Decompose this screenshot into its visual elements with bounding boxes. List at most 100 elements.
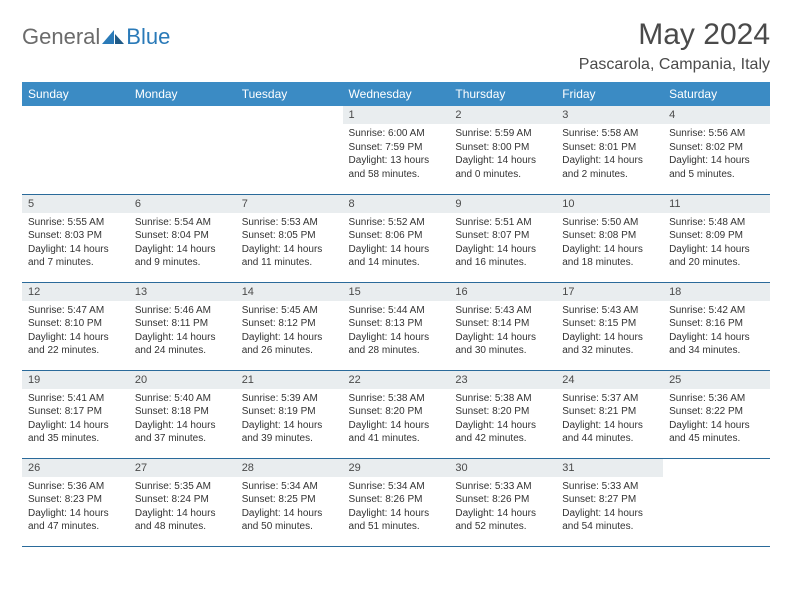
day-number: 5 bbox=[22, 195, 129, 213]
weekday-header: Thursday bbox=[449, 82, 556, 106]
calendar-day-cell: 29Sunrise: 5:34 AMSunset: 8:26 PMDayligh… bbox=[343, 458, 450, 546]
calendar-day-cell bbox=[663, 458, 770, 546]
calendar-day-cell: 7Sunrise: 5:53 AMSunset: 8:05 PMDaylight… bbox=[236, 194, 343, 282]
day-details: Sunrise: 5:40 AMSunset: 8:18 PMDaylight:… bbox=[129, 389, 236, 450]
day-details: Sunrise: 5:34 AMSunset: 8:25 PMDaylight:… bbox=[236, 477, 343, 538]
calendar-week-row: 1Sunrise: 6:00 AMSunset: 7:59 PMDaylight… bbox=[22, 106, 770, 194]
logo: General Blue bbox=[22, 18, 170, 50]
day-details: Sunrise: 5:48 AMSunset: 8:09 PMDaylight:… bbox=[663, 213, 770, 274]
weekday-header-row: SundayMondayTuesdayWednesdayThursdayFrid… bbox=[22, 82, 770, 106]
calendar-day-cell: 4Sunrise: 5:56 AMSunset: 8:02 PMDaylight… bbox=[663, 106, 770, 194]
calendar-week-row: 5Sunrise: 5:55 AMSunset: 8:03 PMDaylight… bbox=[22, 194, 770, 282]
calendar-day-cell: 3Sunrise: 5:58 AMSunset: 8:01 PMDaylight… bbox=[556, 106, 663, 194]
calendar-day-cell: 23Sunrise: 5:38 AMSunset: 8:20 PMDayligh… bbox=[449, 370, 556, 458]
calendar-day-cell: 11Sunrise: 5:48 AMSunset: 8:09 PMDayligh… bbox=[663, 194, 770, 282]
day-details: Sunrise: 5:43 AMSunset: 8:15 PMDaylight:… bbox=[556, 301, 663, 362]
day-number: 30 bbox=[449, 459, 556, 477]
day-details: Sunrise: 5:59 AMSunset: 8:00 PMDaylight:… bbox=[449, 124, 556, 185]
calendar-week-row: 19Sunrise: 5:41 AMSunset: 8:17 PMDayligh… bbox=[22, 370, 770, 458]
day-details: Sunrise: 6:00 AMSunset: 7:59 PMDaylight:… bbox=[343, 124, 450, 185]
day-number: 2 bbox=[449, 106, 556, 124]
day-details: Sunrise: 5:41 AMSunset: 8:17 PMDaylight:… bbox=[22, 389, 129, 450]
calendar-day-cell: 27Sunrise: 5:35 AMSunset: 8:24 PMDayligh… bbox=[129, 458, 236, 546]
day-details: Sunrise: 5:39 AMSunset: 8:19 PMDaylight:… bbox=[236, 389, 343, 450]
calendar-day-cell: 20Sunrise: 5:40 AMSunset: 8:18 PMDayligh… bbox=[129, 370, 236, 458]
calendar-day-cell: 28Sunrise: 5:34 AMSunset: 8:25 PMDayligh… bbox=[236, 458, 343, 546]
day-details: Sunrise: 5:45 AMSunset: 8:12 PMDaylight:… bbox=[236, 301, 343, 362]
day-details: Sunrise: 5:52 AMSunset: 8:06 PMDaylight:… bbox=[343, 213, 450, 274]
logo-triangle-icon bbox=[102, 28, 124, 46]
logo-text-blue: Blue bbox=[126, 24, 170, 50]
day-details: Sunrise: 5:54 AMSunset: 8:04 PMDaylight:… bbox=[129, 213, 236, 274]
calendar-day-cell: 30Sunrise: 5:33 AMSunset: 8:26 PMDayligh… bbox=[449, 458, 556, 546]
calendar-table: SundayMondayTuesdayWednesdayThursdayFrid… bbox=[22, 82, 770, 547]
day-number: 4 bbox=[663, 106, 770, 124]
logo-text-general: General bbox=[22, 24, 100, 50]
day-details: Sunrise: 5:34 AMSunset: 8:26 PMDaylight:… bbox=[343, 477, 450, 538]
calendar-day-cell: 2Sunrise: 5:59 AMSunset: 8:00 PMDaylight… bbox=[449, 106, 556, 194]
day-number: 31 bbox=[556, 459, 663, 477]
day-number: 11 bbox=[663, 195, 770, 213]
weekday-header: Sunday bbox=[22, 82, 129, 106]
weekday-header: Tuesday bbox=[236, 82, 343, 106]
calendar-day-cell: 25Sunrise: 5:36 AMSunset: 8:22 PMDayligh… bbox=[663, 370, 770, 458]
calendar-day-cell: 26Sunrise: 5:36 AMSunset: 8:23 PMDayligh… bbox=[22, 458, 129, 546]
day-number: 3 bbox=[556, 106, 663, 124]
day-details: Sunrise: 5:36 AMSunset: 8:22 PMDaylight:… bbox=[663, 389, 770, 450]
day-details: Sunrise: 5:53 AMSunset: 8:05 PMDaylight:… bbox=[236, 213, 343, 274]
calendar-day-cell: 15Sunrise: 5:44 AMSunset: 8:13 PMDayligh… bbox=[343, 282, 450, 370]
calendar-day-cell: 24Sunrise: 5:37 AMSunset: 8:21 PMDayligh… bbox=[556, 370, 663, 458]
day-number: 6 bbox=[129, 195, 236, 213]
day-details: Sunrise: 5:51 AMSunset: 8:07 PMDaylight:… bbox=[449, 213, 556, 274]
day-details: Sunrise: 5:46 AMSunset: 8:11 PMDaylight:… bbox=[129, 301, 236, 362]
day-details: Sunrise: 5:36 AMSunset: 8:23 PMDaylight:… bbox=[22, 477, 129, 538]
day-number: 13 bbox=[129, 283, 236, 301]
day-number: 24 bbox=[556, 371, 663, 389]
day-details: Sunrise: 5:37 AMSunset: 8:21 PMDaylight:… bbox=[556, 389, 663, 450]
weekday-header: Monday bbox=[129, 82, 236, 106]
calendar-day-cell: 1Sunrise: 6:00 AMSunset: 7:59 PMDaylight… bbox=[343, 106, 450, 194]
weekday-header: Wednesday bbox=[343, 82, 450, 106]
day-number: 22 bbox=[343, 371, 450, 389]
calendar-week-row: 12Sunrise: 5:47 AMSunset: 8:10 PMDayligh… bbox=[22, 282, 770, 370]
calendar-day-cell: 8Sunrise: 5:52 AMSunset: 8:06 PMDaylight… bbox=[343, 194, 450, 282]
day-number: 15 bbox=[343, 283, 450, 301]
day-number: 19 bbox=[22, 371, 129, 389]
page-title: May 2024 bbox=[579, 18, 770, 52]
calendar-day-cell: 21Sunrise: 5:39 AMSunset: 8:19 PMDayligh… bbox=[236, 370, 343, 458]
day-number: 1 bbox=[343, 106, 450, 124]
day-number: 27 bbox=[129, 459, 236, 477]
day-number: 12 bbox=[22, 283, 129, 301]
calendar-day-cell: 19Sunrise: 5:41 AMSunset: 8:17 PMDayligh… bbox=[22, 370, 129, 458]
calendar-day-cell: 16Sunrise: 5:43 AMSunset: 8:14 PMDayligh… bbox=[449, 282, 556, 370]
day-details: Sunrise: 5:43 AMSunset: 8:14 PMDaylight:… bbox=[449, 301, 556, 362]
header: General Blue May 2024 Pascarola, Campani… bbox=[22, 18, 770, 74]
day-details: Sunrise: 5:47 AMSunset: 8:10 PMDaylight:… bbox=[22, 301, 129, 362]
calendar-day-cell: 6Sunrise: 5:54 AMSunset: 8:04 PMDaylight… bbox=[129, 194, 236, 282]
calendar-day-cell: 13Sunrise: 5:46 AMSunset: 8:11 PMDayligh… bbox=[129, 282, 236, 370]
day-number: 21 bbox=[236, 371, 343, 389]
location-label: Pascarola, Campania, Italy bbox=[579, 56, 770, 74]
day-number: 7 bbox=[236, 195, 343, 213]
day-number: 14 bbox=[236, 283, 343, 301]
day-details: Sunrise: 5:44 AMSunset: 8:13 PMDaylight:… bbox=[343, 301, 450, 362]
calendar-day-cell: 22Sunrise: 5:38 AMSunset: 8:20 PMDayligh… bbox=[343, 370, 450, 458]
calendar-day-cell: 9Sunrise: 5:51 AMSunset: 8:07 PMDaylight… bbox=[449, 194, 556, 282]
day-number: 18 bbox=[663, 283, 770, 301]
calendar-day-cell bbox=[129, 106, 236, 194]
day-number: 26 bbox=[22, 459, 129, 477]
day-details: Sunrise: 5:56 AMSunset: 8:02 PMDaylight:… bbox=[663, 124, 770, 185]
weekday-header: Friday bbox=[556, 82, 663, 106]
day-details: Sunrise: 5:38 AMSunset: 8:20 PMDaylight:… bbox=[449, 389, 556, 450]
calendar-day-cell bbox=[22, 106, 129, 194]
day-details: Sunrise: 5:50 AMSunset: 8:08 PMDaylight:… bbox=[556, 213, 663, 274]
weekday-header: Saturday bbox=[663, 82, 770, 106]
day-details: Sunrise: 5:33 AMSunset: 8:27 PMDaylight:… bbox=[556, 477, 663, 538]
day-number: 23 bbox=[449, 371, 556, 389]
calendar-day-cell: 12Sunrise: 5:47 AMSunset: 8:10 PMDayligh… bbox=[22, 282, 129, 370]
day-number: 16 bbox=[449, 283, 556, 301]
calendar-week-row: 26Sunrise: 5:36 AMSunset: 8:23 PMDayligh… bbox=[22, 458, 770, 546]
calendar-day-cell: 10Sunrise: 5:50 AMSunset: 8:08 PMDayligh… bbox=[556, 194, 663, 282]
day-number: 9 bbox=[449, 195, 556, 213]
calendar-day-cell: 31Sunrise: 5:33 AMSunset: 8:27 PMDayligh… bbox=[556, 458, 663, 546]
